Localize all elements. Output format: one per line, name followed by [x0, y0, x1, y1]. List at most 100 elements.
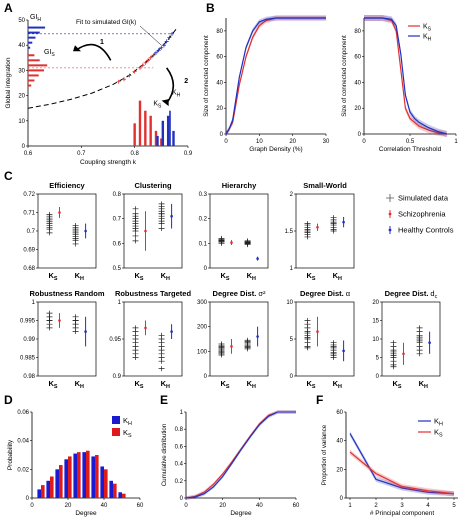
panel-c-subplot-frame	[209, 193, 269, 269]
panel-e-ylabel: Cumulative distribution	[161, 423, 168, 486]
panel-a-xtick-label: 0.6	[24, 151, 33, 157]
panel-c-ytick-label: 1	[118, 300, 122, 306]
panel-c-sim-cross	[46, 318, 53, 323]
panel-a-xtick-label: 0.8	[130, 151, 139, 157]
panel-c-category-label: KH	[333, 271, 342, 282]
panel-a-sim-point-blue	[164, 39, 169, 44]
panel-c-category-label: KH	[75, 271, 84, 282]
panel-a-gih-bar	[28, 41, 33, 44]
panel-e-series-band	[186, 410, 296, 500]
panel-c-subplot-title: Clustering	[134, 181, 172, 190]
panel-c-sim-cross	[158, 347, 165, 353]
panel-c-ytick-label: 200	[197, 325, 208, 331]
panel-a-ylabel: Global integration	[5, 57, 12, 108]
panel-d-xlabel: Degree	[75, 510, 97, 517]
panel-a-kh-bar	[172, 130, 175, 146]
panel-a-sim-point-blue	[170, 31, 174, 36]
panel-a-gis-label-main: GI	[44, 49, 51, 56]
panel-c-sim-cross	[72, 321, 79, 327]
panel-c-category-label-main: K	[75, 271, 81, 280]
panel-c-category-label-main: K	[161, 271, 167, 280]
panel-c-sim-cross	[132, 332, 139, 338]
panel-d-bar	[113, 483, 117, 498]
panel-c-category-label: KS	[393, 379, 402, 390]
panel-a-sim-point-red	[143, 60, 148, 65]
panel-c-category-label-sub: S	[312, 384, 316, 390]
panel-letter-e: E	[160, 393, 168, 407]
panel-c-sim-cross	[244, 337, 251, 343]
panel-b-legend-label: KS	[423, 24, 432, 33]
panel-c-sim-cross	[158, 340, 165, 346]
panel-c-category-label-main: K	[75, 379, 81, 388]
panel-c-mean-healthy	[256, 257, 259, 260]
panel-b-left-ytick-label: 20	[216, 106, 223, 112]
panel-d-ytick-label: 0.04	[17, 439, 29, 445]
panel-b-left-xtick-label: 0	[224, 139, 228, 145]
panel-c-category-label-main: K	[307, 379, 313, 388]
panel-c-ytick-label: 0.3	[199, 192, 208, 198]
panel-f-ytick-label: 0	[340, 496, 344, 502]
panel-c-mean-schizo	[230, 345, 233, 348]
panel-a-sim-point-red	[146, 58, 150, 63]
panel-c-category-label-main: K	[247, 379, 253, 388]
panel-c-sim-cross	[158, 332, 165, 338]
panel-a-sim-point-red	[148, 55, 153, 60]
panel-c-category-label-main: K	[419, 379, 425, 388]
panel-letter-d: D	[4, 393, 13, 407]
panel-e-series-band	[186, 410, 296, 500]
panel-b-legend-label: KH	[423, 34, 432, 43]
panel-a-sim-point-red	[116, 79, 121, 84]
panel-d-xtick-label: 20	[65, 503, 72, 509]
panel-a-gis-bar	[28, 64, 48, 67]
panel-c-ytick-label: 0.7	[27, 229, 36, 235]
panel-c-ytick-label: 5	[376, 356, 380, 362]
panel-d-legend-label-main: K	[123, 416, 128, 425]
panel-e-ytick-label: 0.2	[175, 479, 184, 485]
panel-c-subplot-title: Robustness Random	[29, 289, 104, 298]
panel-e-ytick-label: 1	[180, 410, 184, 416]
panel-c-category-label: KS	[307, 271, 316, 282]
panel-b-right-ylabel: Size of connected component	[341, 35, 348, 117]
panel-c-mean-healthy	[428, 341, 431, 345]
panel-c-legend-label: Healthy Controls	[398, 226, 454, 235]
panel-d-ytick-label: 0	[26, 496, 30, 502]
panel-c-category-label-sub: H	[424, 384, 428, 390]
panel-b-legend-label-main: K	[423, 24, 428, 31]
panel-c-category-label-main: K	[221, 379, 227, 388]
panel-c-mean-schizo	[58, 319, 61, 322]
panel-a-arrow-1	[75, 43, 112, 61]
panel-c-ytick-label: 0.6	[113, 241, 122, 247]
panel-b-right-xtick-label: 0	[362, 139, 366, 145]
panel-e-xtick-label: 40	[256, 503, 263, 509]
panel-c-ytick-label: 10	[286, 300, 293, 306]
panel-c-sim-cross	[390, 349, 397, 355]
panel-c-ytick-label: 0.7	[113, 217, 122, 223]
panel-a-ks-bar	[149, 115, 152, 146]
panel-a-ytick-label: 50	[18, 18, 25, 24]
panel-c-category-label-main: K	[161, 379, 167, 388]
panel-a-gis-label: GIS	[44, 49, 55, 58]
panel-c-category-label-sub: S	[140, 276, 144, 282]
panel-c-sim-cross	[132, 216, 139, 222]
panel-b-left-ytick-label: 0	[220, 132, 224, 138]
panel-b-right-xlabel: Correlation Threshold	[379, 146, 442, 153]
panel-f-legend-label: KH	[434, 417, 443, 428]
panel-d-legend-label-sub: H	[128, 421, 132, 427]
panel-c-subplot-title: Efficiency	[49, 181, 85, 190]
panel-c-ytick-label: 0	[204, 266, 208, 272]
panel-c-sim-cross	[158, 366, 165, 372]
panel-c-ytick-label: 0.69	[23, 248, 35, 254]
panel-d-legend-swatch	[112, 428, 120, 436]
panel-c-ytick-label: 0.71	[23, 211, 35, 217]
panel-a-gis-bar	[28, 54, 35, 57]
panel-c-ytick-label: 0.5	[113, 266, 122, 272]
panel-c-category-label-main: K	[393, 379, 399, 388]
panel-a-ks-label: KS	[153, 101, 162, 110]
panel-a-step-2: 2	[184, 78, 188, 85]
panel-a-arrow-2-head	[161, 99, 169, 107]
panel-d-bar	[95, 455, 99, 498]
